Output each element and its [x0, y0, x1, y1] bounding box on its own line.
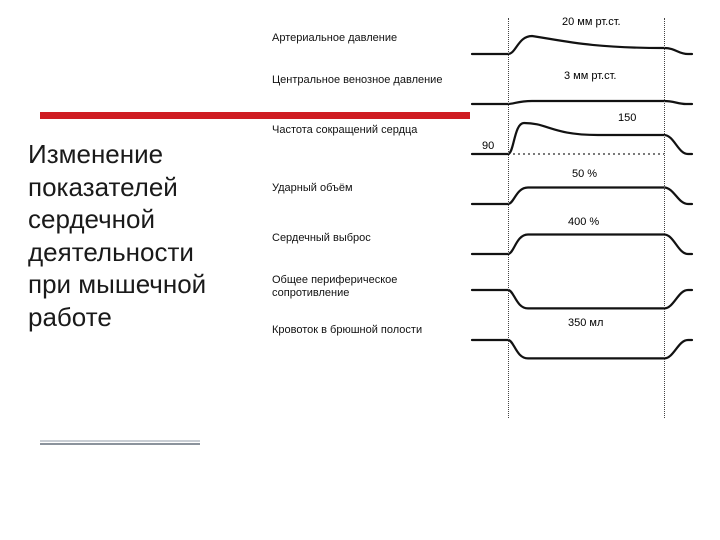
trace-row-heart-rate: Частота сокращений сердца15090	[272, 118, 702, 168]
trace-plot	[472, 268, 692, 318]
trace-label: Сердечный выброс	[272, 232, 462, 245]
trace-label: Центральное венозное давление	[272, 74, 462, 87]
value-label: 50 %	[572, 168, 597, 180]
trace-row-peripheral-resistance: Общее периферическое сопротивление	[272, 268, 702, 318]
value-label: 350 мл	[568, 317, 603, 329]
value-label: 3 мм рт.ст.	[564, 70, 616, 82]
trace-row-central-venous-pressure: Центральное венозное давление 3 мм рт.ст.	[272, 68, 702, 118]
chart-area: Артериальное давление 20 мм рт.ст. Централ…	[272, 18, 702, 368]
trace-label: Общее периферическое сопротивление	[272, 274, 462, 299]
trace-label: Кровоток в брюшной полости	[272, 324, 462, 337]
trace-row-cardiac-output: Сердечный выброс 400 %	[272, 218, 702, 268]
trace-label: Артериальное давление	[272, 32, 462, 45]
decorative-rule-dark	[40, 443, 200, 445]
slide-title: Изменение показателей сердечной деятельн…	[28, 138, 228, 333]
value-label-high: 150	[618, 112, 636, 124]
trace-label: Ударный объём	[272, 182, 462, 195]
trace-row-arterial-pressure: Артериальное давление 20 мм рт.ст.	[272, 18, 702, 68]
value-label: 20 мм рт.ст.	[562, 16, 621, 28]
value-label: 400 %	[568, 216, 599, 228]
trace-plot	[472, 118, 692, 168]
phase-start-guideline	[508, 18, 509, 418]
trace-row-splanchnic-flow: Кровоток в брюшной полости 350 мл	[272, 318, 702, 368]
trace-row-stroke-volume: Ударный объём 50 %	[272, 168, 702, 218]
phase-end-guideline	[664, 18, 665, 418]
trace-label: Частота сокращений сердца	[272, 124, 462, 137]
value-label-low: 90	[482, 140, 494, 152]
decorative-rule-light	[40, 440, 200, 442]
